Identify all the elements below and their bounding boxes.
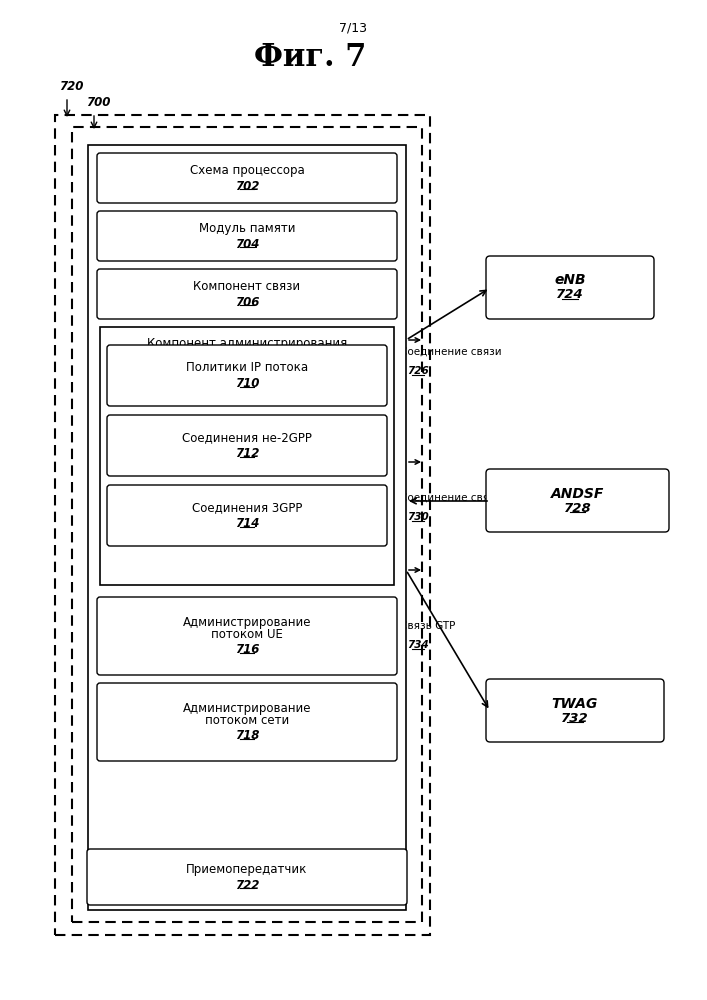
Text: 726: 726 (407, 366, 429, 376)
FancyBboxPatch shape (100, 327, 394, 585)
Text: Фиг. 7: Фиг. 7 (254, 42, 366, 74)
FancyBboxPatch shape (97, 269, 397, 319)
FancyBboxPatch shape (486, 469, 669, 532)
Text: Компонент администрирования: Компонент администрирования (147, 337, 347, 350)
FancyBboxPatch shape (97, 211, 397, 261)
FancyBboxPatch shape (107, 415, 387, 476)
FancyBboxPatch shape (97, 153, 397, 203)
Text: 714: 714 (235, 517, 259, 530)
Text: 716: 716 (235, 643, 259, 656)
Text: Политики IP потока: Политики IP потока (186, 361, 308, 374)
Text: 728: 728 (563, 502, 591, 514)
Text: Модуль памяти: Модуль памяти (199, 222, 296, 235)
FancyBboxPatch shape (107, 345, 387, 406)
Text: Соединение связи: Соединение связи (400, 347, 502, 357)
FancyBboxPatch shape (486, 256, 654, 319)
Text: Соединение связи: Соединение связи (400, 493, 502, 503)
Text: ANDSF: ANDSF (551, 487, 604, 500)
Text: 730: 730 (407, 512, 429, 522)
FancyBboxPatch shape (97, 683, 397, 761)
Text: 7/13: 7/13 (339, 21, 368, 34)
Text: потоком сети: потоком сети (205, 714, 289, 726)
FancyBboxPatch shape (87, 849, 407, 905)
Text: 704: 704 (235, 238, 259, 251)
Text: Администрирование: Администрирование (182, 616, 311, 629)
Text: 702: 702 (235, 180, 259, 193)
FancyBboxPatch shape (486, 679, 664, 742)
Text: 710: 710 (235, 377, 259, 390)
Text: 718: 718 (235, 729, 259, 742)
Text: 706: 706 (235, 296, 259, 309)
Text: потоком UE: потоком UE (211, 628, 283, 641)
Text: Связь GTP: Связь GTP (400, 621, 455, 631)
Text: Компонент связи: Компонент связи (194, 280, 300, 293)
Text: Администрирование: Администрирование (182, 702, 311, 715)
Text: 732: 732 (561, 712, 589, 724)
Text: Соединения 3GPP: Соединения 3GPP (192, 501, 302, 514)
FancyBboxPatch shape (88, 145, 406, 910)
Text: Схема процессора: Схема процессора (189, 164, 305, 177)
Text: TWAG: TWAG (551, 696, 598, 710)
FancyBboxPatch shape (55, 115, 430, 935)
Text: 712: 712 (235, 447, 259, 460)
Text: 734: 734 (407, 640, 429, 650)
Text: Соединения не-2GPP: Соединения не-2GPP (182, 431, 312, 444)
Text: 720: 720 (59, 80, 83, 93)
Text: 722: 722 (235, 879, 259, 892)
FancyBboxPatch shape (97, 597, 397, 675)
Text: Приемопередатчик: Приемопередатчик (187, 863, 308, 876)
FancyBboxPatch shape (107, 485, 387, 546)
FancyBboxPatch shape (72, 127, 422, 922)
Text: eNB: eNB (554, 273, 586, 288)
Text: 708: 708 (235, 351, 259, 364)
Text: 700: 700 (86, 96, 110, 109)
Text: 724: 724 (556, 288, 584, 302)
